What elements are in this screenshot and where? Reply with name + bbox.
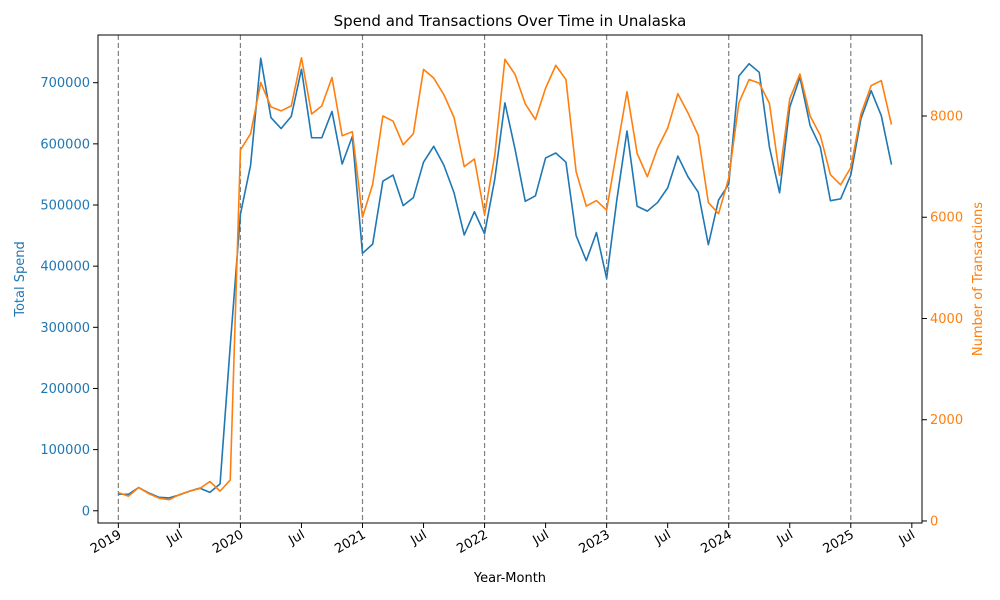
y-axis-left: 0 100000 200000 300000 400000 500000 600000 700…	[40, 76, 98, 519]
x-tick-label: 2024	[699, 527, 735, 557]
y-left-tick-label: 300000	[40, 321, 90, 336]
x-tick-label: Jul	[408, 527, 430, 548]
x-tick-label: 2021	[332, 527, 368, 557]
chart-title: Spend and Transactions Over Time in Unal…	[334, 12, 687, 30]
y-right-tick-label: 4000	[930, 312, 963, 327]
y-right-tick-label: 8000	[930, 109, 963, 124]
y-axis-right-title: Number of Transactions	[971, 202, 986, 356]
x-tick-label: Jul	[286, 527, 308, 548]
total-spend-series-line	[118, 57, 893, 499]
plot-frame	[97, 34, 923, 524]
x-tick-label: 2020	[210, 527, 246, 557]
y-left-tick-label: 400000	[40, 260, 90, 275]
x-tick-label: Jul	[652, 527, 674, 548]
series-lines	[118, 56, 893, 501]
x-tick-label: 2023	[576, 527, 612, 557]
x-axis-title: Year-Month	[473, 571, 546, 586]
y-left-tick-label: 500000	[40, 199, 90, 214]
y-left-tick-label: 700000	[40, 76, 90, 91]
y-right-tick-label: 2000	[930, 413, 963, 428]
x-tick-label: 2019	[88, 527, 124, 557]
x-tick-label: Jul	[530, 527, 552, 548]
y-right-tick-label: 6000	[930, 211, 963, 226]
y-axis-left-title: Total Spend	[13, 241, 28, 318]
year-marker-lines	[117, 35, 852, 523]
y-left-tick-label: 0	[82, 504, 90, 519]
y-left-tick-label: 200000	[40, 382, 90, 397]
y-left-tick-label: 100000	[40, 443, 90, 458]
x-axis: 2019 Jul 2020 Jul 2021 Jul 2022 Jul 2023 Jul 2024 J…	[88, 523, 918, 557]
y-right-tick-label: 0	[930, 514, 938, 529]
x-tick-label: 2025	[821, 527, 857, 557]
y-left-tick-label: 600000	[40, 137, 90, 152]
x-tick-label: 2022	[454, 527, 490, 557]
x-tick-label: Jul	[896, 527, 918, 548]
y-axis-right: 0 2000 4000 6000 8000	[922, 109, 963, 529]
x-tick-label: Jul	[774, 527, 796, 548]
x-tick-label: Jul	[163, 527, 185, 548]
transactions-series-line	[118, 56, 893, 501]
